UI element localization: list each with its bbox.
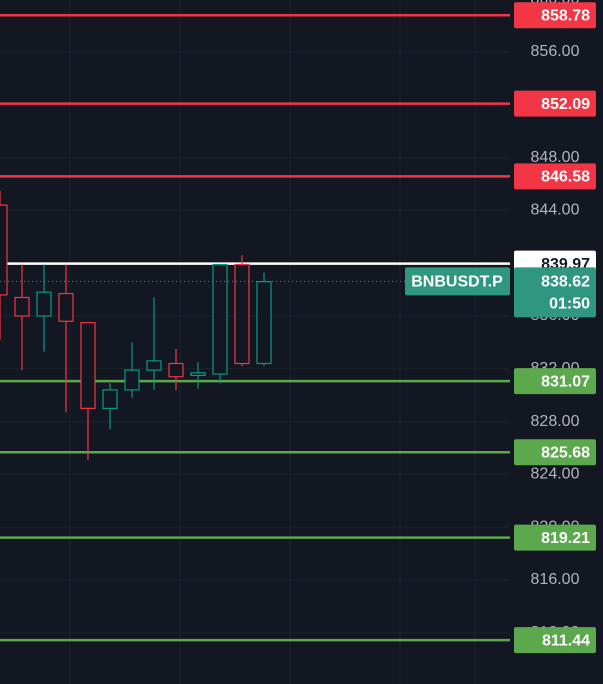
- level-tag: [514, 90, 596, 117]
- level-label: 811.44: [542, 632, 590, 649]
- candle-body: [58, 292, 74, 322]
- level-tag: [514, 2, 596, 29]
- level-label: 858.78: [541, 8, 590, 25]
- candle-body: [168, 362, 184, 378]
- level-tag: [514, 524, 596, 551]
- candle-body: [234, 263, 250, 365]
- candle-body: [0, 204, 8, 296]
- level-label: 846.58: [541, 169, 590, 186]
- last-price-label: 838.62: [541, 274, 590, 291]
- level-label: 825.68: [541, 444, 590, 461]
- candle-body: [146, 360, 162, 371]
- y-tick-label: 828.00: [531, 413, 580, 430]
- candle-body: [256, 281, 272, 365]
- candle-body: [36, 291, 52, 317]
- y-tick-label: 824.00: [531, 466, 580, 483]
- y-tick-label: 844.00: [531, 202, 580, 219]
- candle-body: [14, 296, 30, 317]
- level-tag: [514, 368, 596, 395]
- level-tag: [514, 627, 596, 654]
- candle-body: [102, 389, 118, 409]
- y-tick-label: 856.00: [531, 43, 580, 60]
- level-label: 819.21: [541, 530, 590, 547]
- candle-body: [190, 372, 206, 376]
- y-tick-label: 816.00: [531, 571, 580, 588]
- candle-body: [124, 369, 140, 391]
- level-label: 852.09: [541, 96, 590, 113]
- y-tick-label: 848.00: [531, 149, 580, 166]
- level-tag: [514, 163, 596, 190]
- last-price-tag: [514, 267, 596, 318]
- level-tag: [514, 439, 596, 466]
- candle-body: [212, 263, 228, 375]
- countdown-label: 01:50: [549, 296, 590, 313]
- symbol-label: BNBUSDT.P: [411, 274, 503, 291]
- level-label: 831.07: [541, 373, 590, 390]
- candle-body: [80, 321, 96, 409]
- symbol-tag: [405, 267, 510, 296]
